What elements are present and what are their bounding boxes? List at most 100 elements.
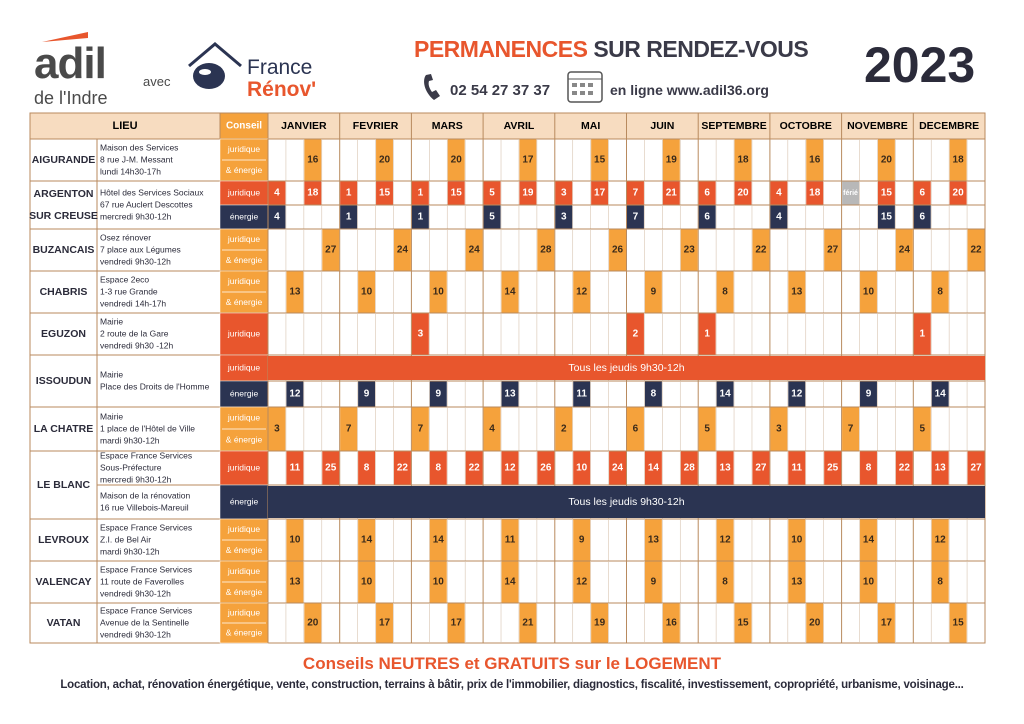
date-label: 10 [863, 287, 875, 298]
date-label: 8 [651, 389, 657, 400]
date-label: 15 [737, 618, 749, 629]
address-line: 16 rue Villebois-Mareuil [100, 502, 189, 512]
header-row [29, 112, 986, 140]
date-cell [788, 561, 806, 603]
date-cell [411, 407, 429, 451]
holiday-cell [842, 181, 860, 205]
date-cell [286, 519, 304, 561]
conseil-cell [219, 484, 269, 520]
date-cell [358, 451, 376, 485]
date-cell [806, 139, 824, 181]
date-label: 16 [307, 155, 319, 166]
date-label: 14 [361, 535, 373, 546]
date-cell [483, 205, 501, 229]
date-cell [609, 229, 626, 271]
date-label: 22 [970, 245, 982, 256]
address-line: Mairie [100, 369, 123, 379]
date-label: 17 [594, 188, 606, 199]
conseil-label: & énergie [226, 255, 263, 265]
date-label: 20 [737, 188, 749, 199]
date-label: 22 [899, 463, 911, 474]
permanent-label: Tous les jeudis 9h30-12h [568, 496, 684, 508]
conseil-header-bg [219, 112, 269, 140]
date-label: 20 [379, 155, 391, 166]
lieu: ARGENTON [34, 188, 94, 200]
date-cell [340, 407, 358, 451]
address-line: Espace France Services [100, 522, 192, 532]
conseil-label: juridique [227, 144, 260, 154]
date-cell [483, 181, 501, 205]
row-bg [29, 602, 986, 644]
address-line: Espace France Services [100, 605, 192, 615]
date-label: 1 [346, 188, 352, 199]
date-label: 14 [720, 389, 732, 400]
date-cell [340, 205, 358, 229]
date-cell [913, 407, 931, 451]
address-line: Espace France Services [100, 564, 192, 574]
lieu: ISSOUDUN [36, 375, 91, 387]
date-label: 12 [576, 287, 588, 298]
date-label: 7 [346, 424, 352, 435]
date-label: 1 [704, 329, 710, 340]
date-label: 20 [451, 155, 463, 166]
date-label: 5 [919, 424, 925, 435]
month-header: NOVEMBRE [847, 120, 908, 132]
date-cell [573, 451, 591, 485]
conseil-label: juridique [227, 276, 260, 286]
date-cell [537, 229, 555, 271]
date-label: 3 [418, 329, 424, 340]
address-line: vendredi 9h30-12h [100, 588, 171, 598]
address-line: Espace France Services [100, 450, 192, 460]
date-cell [286, 451, 304, 485]
date-label: 8 [722, 577, 728, 588]
lieu: CHABRIS [40, 286, 88, 298]
address-line: Osez rénover [100, 232, 151, 242]
address-line: vendredi 9h30-12h [100, 629, 171, 639]
month-header: FEVRIER [353, 120, 399, 132]
date-cell [752, 229, 770, 271]
address-line: Maison de la rénovation [100, 490, 191, 500]
date-cell [931, 451, 949, 485]
date-cell [931, 561, 949, 603]
date-label: 18 [809, 188, 821, 199]
date-cell [860, 381, 877, 407]
conseil-cell [219, 380, 269, 408]
date-cell [824, 451, 842, 485]
address-line: mercredi 9h30-12h [100, 211, 172, 221]
date-label: 21 [666, 188, 678, 199]
date-cell [501, 271, 519, 313]
date-cell [304, 603, 322, 643]
address-line: 67 rue Auclert Descottes [100, 199, 193, 209]
conseil-header: Conseil [226, 121, 262, 132]
date-label: 13 [791, 287, 803, 298]
date-label: 3 [776, 424, 782, 435]
date-cell [824, 229, 842, 271]
date-cell [358, 561, 376, 603]
conseil-label: énergie [230, 211, 259, 221]
date-label: 27 [325, 245, 337, 256]
month-header: JANVIER [281, 120, 327, 132]
france-renov-icon [188, 42, 242, 89]
lieu: EGUZON [41, 328, 86, 340]
date-label: 8 [722, 287, 728, 298]
date-label: 13 [648, 535, 660, 546]
topics: Location, achat, rénovation énergétique,… [60, 679, 964, 691]
date-cell [609, 451, 626, 485]
date-label: 3 [274, 424, 280, 435]
date-cell [931, 519, 949, 561]
date-cell [591, 181, 609, 205]
date-label: 24 [397, 245, 409, 256]
address-line: Avenue de la Sentinelle [100, 617, 189, 627]
date-label: 21 [522, 618, 534, 629]
date-cell [411, 181, 429, 205]
conseil-label: juridique [227, 187, 260, 197]
date-label: 19 [522, 188, 534, 199]
date-label: 14 [863, 535, 875, 546]
date-cell [376, 139, 393, 181]
date-cell [662, 139, 680, 181]
conseil-label: & énergie [226, 545, 263, 555]
address-line: Place des Droits de l'Homme [100, 381, 210, 391]
date-label: 28 [684, 463, 696, 474]
date-label: 13 [289, 577, 301, 588]
permanent-label: Tous les jeudis 9h30-12h [568, 362, 684, 374]
